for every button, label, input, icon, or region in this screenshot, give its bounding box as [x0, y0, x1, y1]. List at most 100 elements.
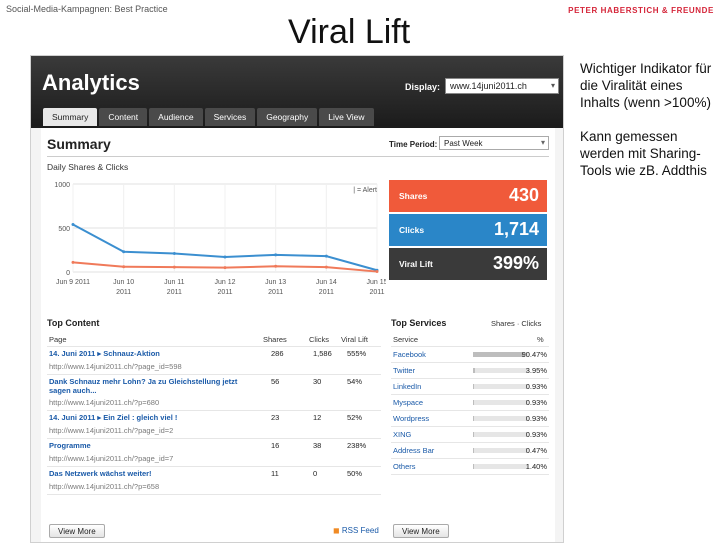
top-services-table: Service % Facebook 90.47% Twitter 3.95% Link…	[391, 332, 549, 482]
clicks-stat-label: Clicks	[399, 225, 425, 235]
x-tick-label: Jun 11	[164, 279, 185, 286]
clicks-cell: 12	[313, 413, 322, 422]
share-bar	[473, 400, 529, 405]
service-name-link[interactable]: Address Bar	[393, 446, 435, 455]
content-view-more-button[interactable]: View More	[49, 524, 105, 538]
time-period-label: Time Period:	[389, 140, 438, 149]
tab-live-view[interactable]: Live View	[319, 108, 374, 126]
share-bar	[473, 384, 529, 389]
share-bar-fill	[473, 400, 474, 405]
data-point	[71, 222, 75, 226]
service-percent: 0.93%	[525, 398, 547, 407]
table-row: 14. Juni 2011 ▸ Schnauz-Aktion http://www…	[47, 347, 381, 375]
service-name-link[interactable]: Myspace	[393, 398, 424, 407]
note-tools: Kann gemessen werden mit Sharing-Tools w…	[580, 129, 707, 178]
page-title-link[interactable]: Programme	[49, 441, 91, 450]
share-bar	[473, 416, 529, 421]
service-name-link[interactable]: Twitter	[393, 366, 416, 375]
y-tick-label: 500	[58, 226, 70, 233]
service-name-link[interactable]: LinkedIn	[393, 382, 422, 391]
share-bar	[473, 352, 529, 357]
top-services-heading: Top Services	[391, 318, 447, 328]
tab-summary[interactable]: Summary	[43, 108, 98, 126]
viral-lift-stat[interactable]: Viral Lift 399%	[389, 248, 547, 280]
x-tick-year: 2011	[268, 289, 283, 296]
rss-feed-link[interactable]: ◼ RSS Feed	[333, 526, 379, 535]
share-bar	[473, 432, 529, 437]
data-point	[274, 253, 278, 257]
tab-audience[interactable]: Audience	[149, 108, 203, 126]
x-tick-label: Jun 10	[113, 279, 134, 286]
clicks-stat[interactable]: Clicks 1,714	[389, 214, 547, 246]
app-header: Analytics Display: www.14juni2011.ch ▾ S…	[31, 56, 563, 128]
table-row: Das Netzwerk wächst weiter! http://www.14…	[47, 467, 381, 495]
note-indicator: Wichtiger Indikator für die Viralität ei…	[580, 61, 712, 110]
display-select-value: www.14juni2011.ch	[450, 81, 527, 91]
viral-lift-stat-label: Viral Lift	[399, 259, 433, 269]
services-view-more-button[interactable]: View More	[393, 524, 449, 538]
col-clicks: Clicks	[309, 335, 329, 344]
table-header-row: Page Shares Clicks Viral Lift	[47, 332, 381, 347]
data-point	[122, 265, 126, 269]
viral-lift-cell: 52%	[347, 413, 363, 422]
shares-cell: 11	[271, 469, 279, 478]
tab-geography[interactable]: Geography	[257, 108, 318, 126]
share-bar	[473, 464, 529, 469]
tab-content[interactable]: Content	[99, 108, 148, 126]
table-row: Programme http://www.14juni2011.ch/?page_…	[47, 439, 381, 467]
share-bar-fill	[473, 416, 474, 421]
table-row: Dank Schnauz mehr Lohn? Ja zu Gleichstel…	[47, 375, 381, 411]
divider	[47, 156, 549, 157]
display-select[interactable]: www.14juni2011.ch ▾	[445, 78, 559, 94]
x-tick-label: Jun 15	[366, 279, 386, 286]
top-content-table: Page Shares Clicks Viral Lift 14. Juni 2…	[47, 332, 381, 522]
service-name-link[interactable]: XING	[393, 430, 412, 439]
shares-stat[interactable]: Shares 430	[389, 180, 547, 212]
page-title-link[interactable]: 14. Juni 2011 ▸ Schnauz-Aktion	[49, 349, 160, 358]
service-name-link[interactable]: Facebook	[393, 350, 426, 359]
data-point	[324, 265, 328, 269]
x-tick-year: 2011	[319, 289, 334, 296]
viral-lift-cell: 50%	[347, 469, 363, 478]
chevron-down-icon: ▾	[550, 81, 555, 90]
time-period-value: Past Week	[444, 139, 483, 148]
page-title-link[interactable]: Dank Schnauz mehr Lohn? Ja zu Gleichstel…	[49, 377, 238, 395]
data-point	[71, 260, 75, 264]
viral-lift-cell: 238%	[347, 441, 367, 450]
viral-lift-cell: 555%	[347, 349, 367, 358]
data-point	[223, 255, 227, 259]
data-point	[375, 270, 379, 274]
services-toggle[interactable]: Shares · Clicks	[491, 319, 542, 328]
x-tick-label: Jun 9 2011	[56, 279, 90, 286]
service-name-link[interactable]: Wordpress	[393, 414, 430, 423]
share-bar-fill	[473, 368, 476, 373]
clicks-stat-value: 1,714	[493, 219, 539, 239]
clicks-cell: 30	[313, 377, 322, 386]
page-title-link[interactable]: 14. Juni 2011 ▸ Ein Ziel : gleich viel !	[49, 413, 178, 422]
clicks-cell: 38	[313, 441, 322, 450]
shares-cell: 23	[271, 413, 280, 422]
chart-title: Daily Shares & Clicks	[47, 162, 129, 172]
shares-cell: 286	[271, 349, 284, 358]
service-percent: 0.93%	[525, 382, 547, 391]
tab-services[interactable]: Services	[204, 108, 256, 126]
display-label: Display:	[405, 82, 441, 92]
col-page: Page	[49, 335, 67, 344]
share-bar-fill	[473, 464, 474, 469]
share-bar-fill	[473, 352, 524, 357]
x-tick-year: 2011	[217, 289, 232, 296]
x-tick-label: Jun 12	[214, 279, 235, 286]
col-service: Service	[393, 335, 419, 344]
shares-cell: 56	[271, 377, 280, 386]
x-tick-year: 2011	[116, 289, 131, 296]
shares-clicks-chart: 0 500 1000 Jun 9 2011 Jun 10 2011 Jun 11 2011 Ju…	[54, 182, 386, 296]
data-point	[223, 266, 227, 270]
service-name-link[interactable]: Others	[393, 462, 416, 471]
page-title-link[interactable]: Das Netzwerk wächst weiter!	[49, 469, 152, 478]
page-url: http://www.14juni2011.ch/?page_id=7	[49, 454, 174, 463]
list-item: Others 1.40%	[391, 459, 549, 475]
list-item: Myspace 0.93%	[391, 395, 549, 411]
time-period-select[interactable]: Past Week ▾	[439, 136, 549, 150]
y-tick-label: 1000	[54, 182, 70, 189]
tab-bar: Summary Content Audience Services Geogra…	[43, 108, 374, 126]
